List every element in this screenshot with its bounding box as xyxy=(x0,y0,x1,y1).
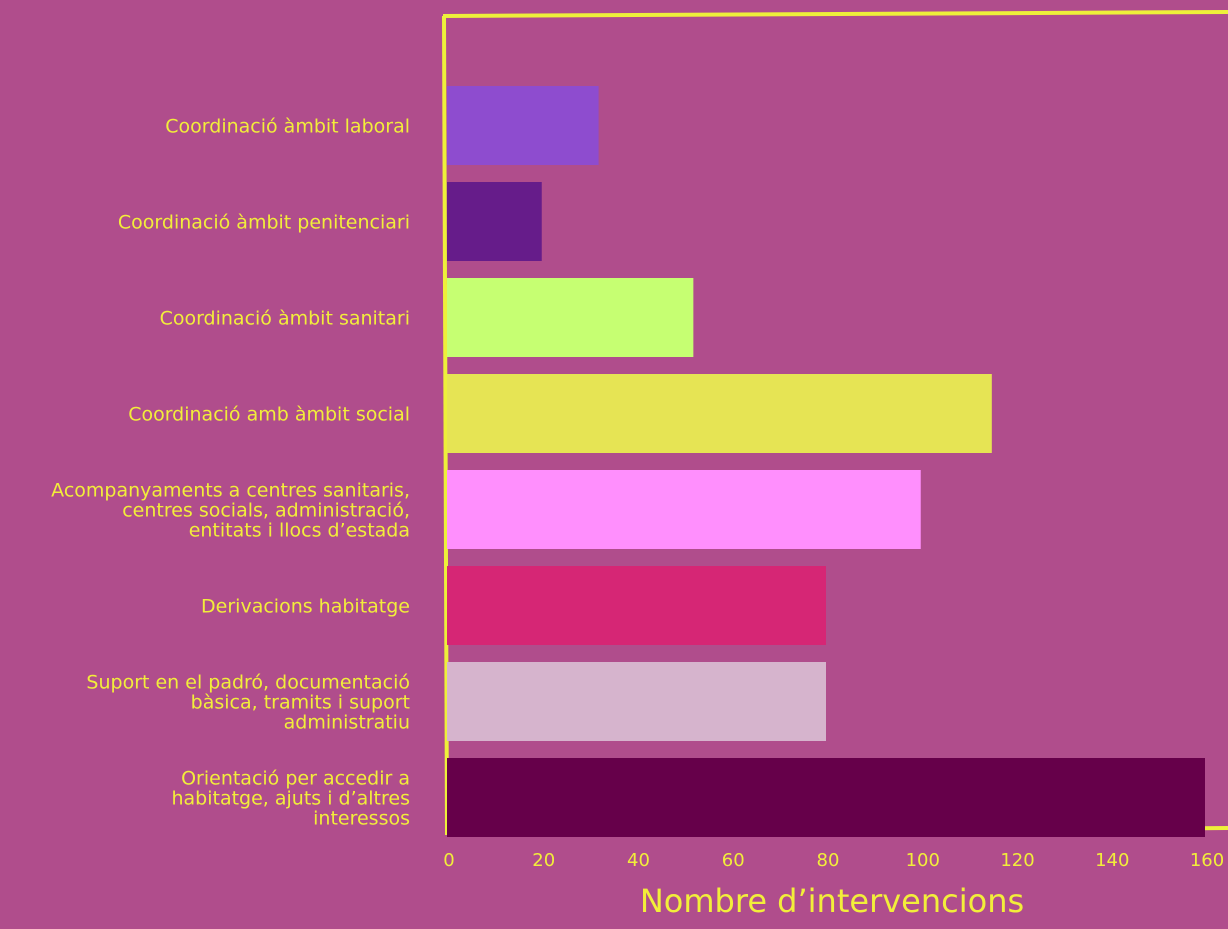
frame-top xyxy=(442,10,1228,18)
category-label-line: Orientació per accedir a xyxy=(181,768,410,790)
x-axis-label: Nombre d’intervencions xyxy=(640,882,1024,920)
x-tick-80: 80 xyxy=(817,850,840,871)
bar-1 xyxy=(447,86,599,165)
bar-3 xyxy=(447,278,694,357)
category-label-line: interessos xyxy=(313,808,410,830)
x-tick-160: 160 xyxy=(1190,850,1224,871)
bar-8 xyxy=(447,758,1205,837)
category-label-line: Coordinació àmbit penitenciari xyxy=(118,212,410,234)
x-tick-labels: 0 20 40 60 80 100 120 140 160 xyxy=(443,850,1224,871)
category-label-line: Coordinació amb àmbit social xyxy=(128,404,410,426)
category-label-line: Derivacions habitatge xyxy=(201,596,410,618)
x-tick-140: 140 xyxy=(1095,850,1129,871)
category-label-line: administratiu xyxy=(284,712,410,734)
x-tick-60: 60 xyxy=(722,850,745,871)
x-tick-120: 120 xyxy=(1000,850,1034,871)
bar-7 xyxy=(447,662,826,741)
category-label-4: Coordinació amb àmbit social xyxy=(128,404,410,426)
bar-5 xyxy=(447,470,921,549)
x-tick-20: 20 xyxy=(532,850,555,871)
category-label-line: habitatge, ajuts i d’altres xyxy=(171,788,410,810)
category-label-line: centres socials, administració, xyxy=(122,500,410,522)
category-label-line: Suport en el padró, documentació xyxy=(86,672,410,694)
x-tick-40: 40 xyxy=(627,850,650,871)
category-label-3: Coordinació àmbit sanitari xyxy=(160,308,410,330)
bar-4 xyxy=(447,374,992,453)
x-tick-100: 100 xyxy=(906,850,940,871)
bars-group xyxy=(447,86,1205,837)
x-tick-0: 0 xyxy=(443,850,454,871)
category-label-7: Suport en el padró, documentació bàsica, … xyxy=(86,672,410,734)
category-label-6: Derivacions habitatge xyxy=(201,596,410,618)
category-labels: Coordinació àmbit laboral Coordinació àmb… xyxy=(51,116,410,830)
category-label-8: Orientació per accedir a habitatge, ajuts… xyxy=(171,768,410,830)
category-label-line: entitats i llocs d’estada xyxy=(189,520,410,542)
category-label-line: bàsica, tramits i suport xyxy=(191,692,410,714)
category-label-line: Coordinació àmbit sanitari xyxy=(160,308,410,330)
category-label-5: Acompanyaments a centres sanitaris, centr… xyxy=(51,480,410,542)
category-label-2: Coordinació àmbit penitenciari xyxy=(118,212,410,234)
bar-6 xyxy=(447,566,826,645)
category-label-line: Acompanyaments a centres sanitaris, xyxy=(51,480,410,502)
category-label-line: Coordinació àmbit laboral xyxy=(165,116,410,138)
category-label-1: Coordinació àmbit laboral xyxy=(165,116,410,138)
y-axis-line xyxy=(442,15,449,836)
bar-2 xyxy=(447,182,542,261)
